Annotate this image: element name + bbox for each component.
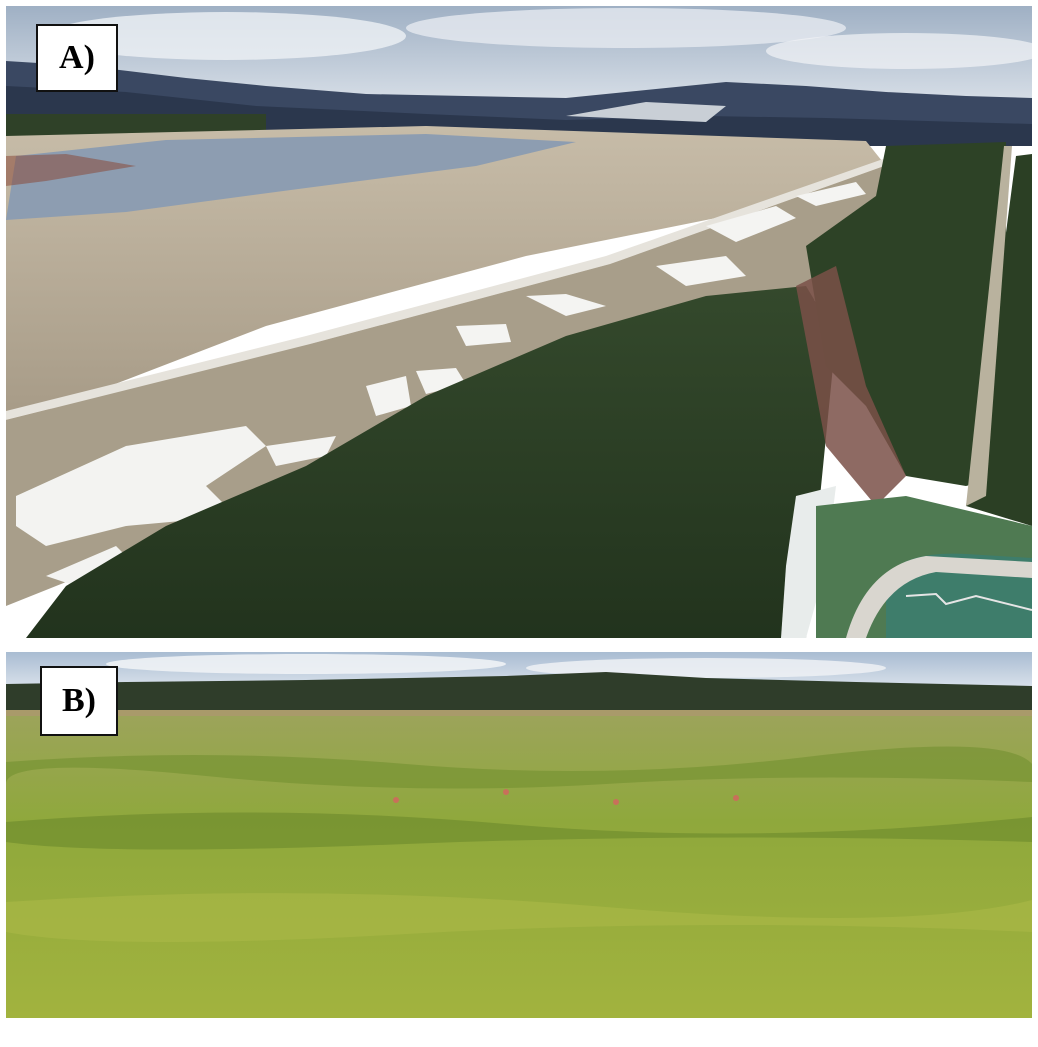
pond-road: [846, 556, 1032, 638]
cloud: [46, 12, 406, 60]
panel-label-b: B): [40, 666, 118, 736]
lake: [6, 134, 576, 220]
wildflower: [613, 799, 619, 805]
aerial-landscape-photo: [6, 6, 1032, 638]
grassland-photo: [6, 652, 1032, 1018]
grass-texture: [6, 746, 1032, 789]
pond-boom: [905, 592, 1032, 611]
grass-texture: [6, 893, 1032, 943]
panel-label-a: A): [36, 24, 118, 92]
cloud: [766, 33, 1032, 69]
cutline: [966, 146, 1012, 506]
cloud: [106, 654, 506, 674]
snow-patch: [416, 368, 466, 394]
wildflower: [733, 795, 739, 801]
lake-shore: [6, 154, 136, 186]
tailings-surface: [6, 126, 886, 426]
riparian-brush: [796, 266, 906, 506]
distant-slope: [566, 102, 726, 122]
forest-right: [806, 142, 1006, 486]
forested-hills: [6, 672, 1032, 714]
photo-panel-b: B): [6, 652, 1032, 1018]
snow-patch: [796, 182, 866, 206]
snow-patch: [366, 376, 411, 416]
grass-texture: [6, 812, 1032, 850]
wildflower: [503, 789, 509, 795]
snow-patch: [46, 546, 136, 586]
snow-patch: [526, 294, 606, 316]
dam-crest-road: [6, 158, 890, 420]
snow-patch: [706, 206, 796, 242]
snow-patch: [656, 256, 746, 286]
cloud: [406, 8, 846, 48]
wildflower: [393, 797, 399, 803]
snow-patch: [266, 436, 336, 466]
field-edge: [6, 710, 1032, 718]
forest-block: [26, 286, 836, 638]
snow-patch: [456, 324, 511, 346]
photo-panel-a: A): [6, 6, 1032, 638]
